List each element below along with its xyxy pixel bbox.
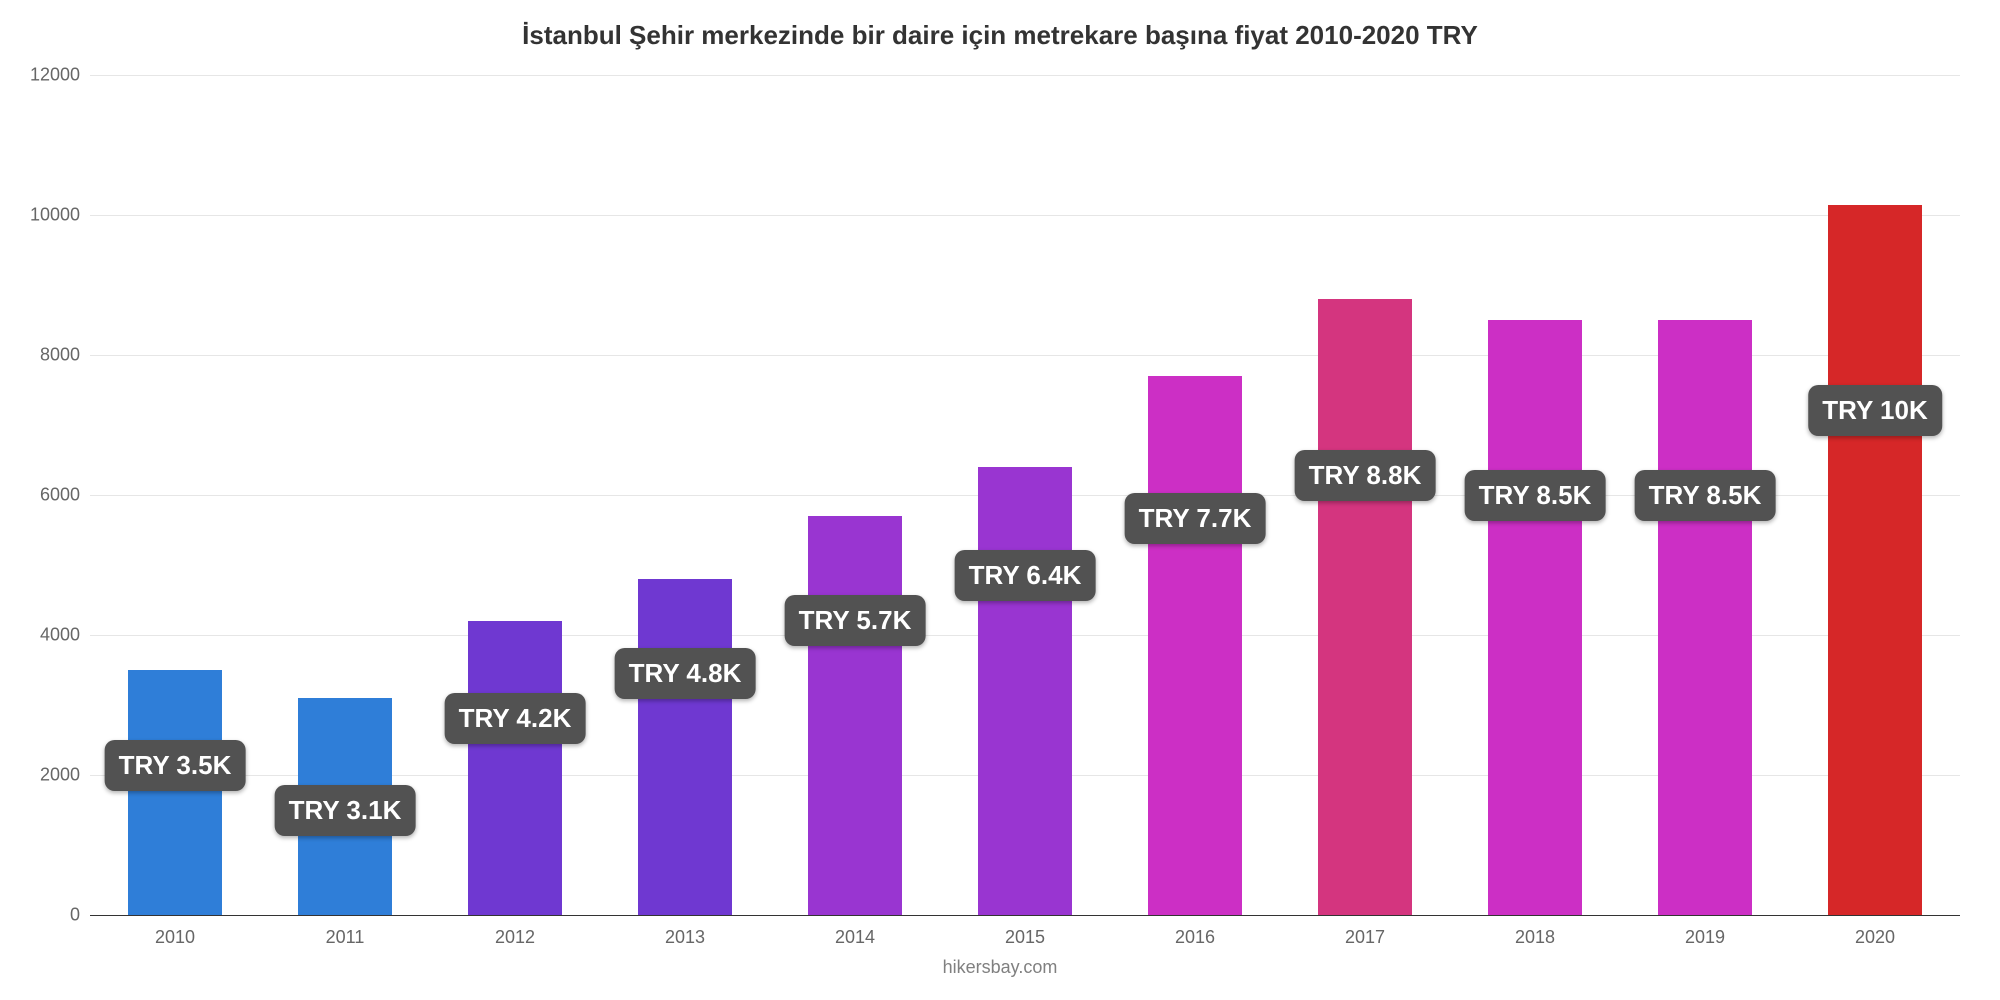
bar [1318,299,1412,915]
value-badge: TRY 10K [1808,385,1942,436]
bar [808,516,902,915]
x-tick-label: 2013 [665,915,705,948]
bar [1658,320,1752,915]
x-tick-label: 2016 [1175,915,1215,948]
x-tick-label: 2018 [1515,915,1555,948]
value-badge: TRY 6.4K [955,550,1096,601]
y-tick-label: 8000 [40,345,90,366]
value-badge: TRY 3.1K [275,785,416,836]
y-tick-label: 4000 [40,625,90,646]
gridline [90,75,1960,76]
chart-title: İstanbul Şehir merkezinde bir daire için… [0,20,2000,51]
x-tick-label: 2020 [1855,915,1895,948]
x-tick-label: 2014 [835,915,875,948]
value-badge: TRY 8.5K [1465,470,1606,521]
y-tick-label: 10000 [30,205,90,226]
chart-container: İstanbul Şehir merkezinde bir daire için… [0,0,2000,1000]
x-tick-label: 2012 [495,915,535,948]
value-badge: TRY 7.7K [1125,493,1266,544]
y-tick-label: 12000 [30,65,90,86]
y-tick-label: 6000 [40,485,90,506]
bar [128,670,222,915]
bar [1828,205,1922,916]
bar [978,467,1072,915]
y-tick-label: 0 [70,905,90,926]
value-badge: TRY 8.8K [1295,450,1436,501]
value-badge: TRY 4.2K [445,693,586,744]
bar [1488,320,1582,915]
value-badge: TRY 8.5K [1635,470,1776,521]
bar [468,621,562,915]
value-badge: TRY 3.5K [105,740,246,791]
value-badge: TRY 4.8K [615,648,756,699]
source-label: hikersbay.com [0,957,2000,978]
plot-area: 0200040006000800010000120002010TRY 3.5K2… [90,75,1960,915]
bar [638,579,732,915]
x-tick-label: 2011 [326,915,365,948]
value-badge: TRY 5.7K [785,595,926,646]
x-tick-label: 2019 [1685,915,1725,948]
x-tick-label: 2010 [155,915,195,948]
bar [1148,376,1242,915]
y-tick-label: 2000 [40,765,90,786]
gridline [90,215,1960,216]
x-tick-label: 2017 [1345,915,1385,948]
x-tick-label: 2015 [1005,915,1045,948]
